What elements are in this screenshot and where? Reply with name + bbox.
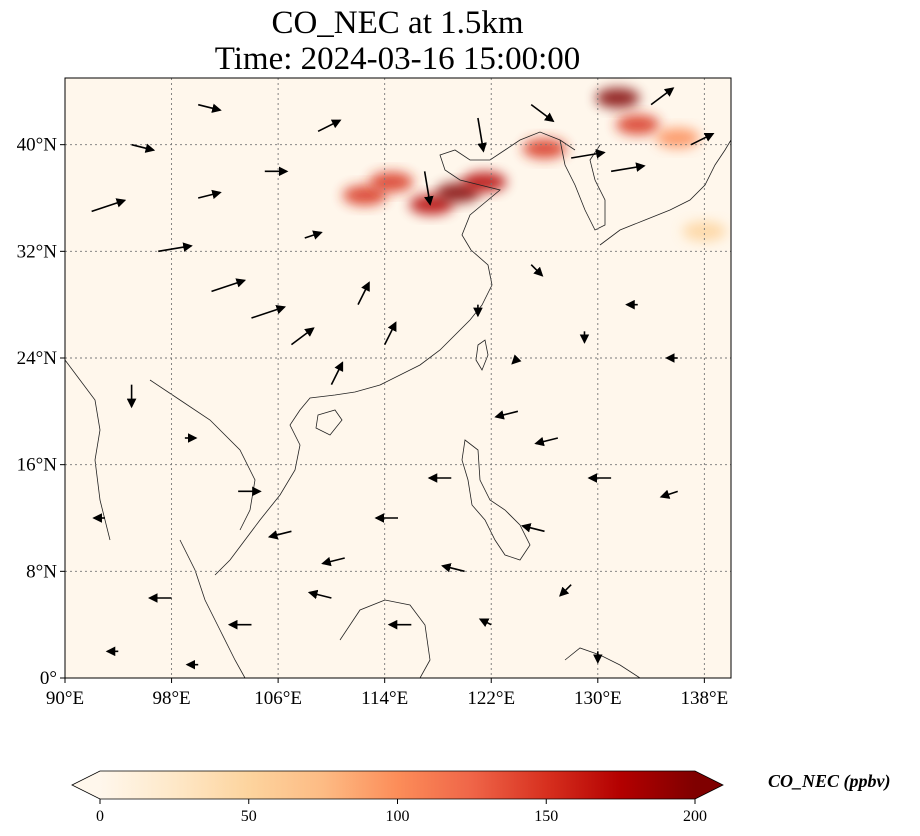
colorbar-extend-low [72,771,100,799]
x-tick-label: 98°E [152,688,190,709]
plume-3 [342,185,387,206]
y-tick-label: 40°N [17,135,58,156]
wind-vector-28 [307,589,332,600]
longitude-ticks: 90°E 98°E 106°E 114°E 122°E 130°E 138°E [46,678,728,709]
colorbar-tick-label: 150 [534,808,558,825]
wind-vector-9 [477,117,487,153]
wind-vectors [91,87,715,670]
wind-vector-4 [290,327,315,346]
wind-vector-13 [650,87,675,106]
wind-vector-8 [423,171,434,206]
coastline-bay-of-bengal [65,359,111,541]
concentration-field [342,88,727,242]
y-tick-label: 24°N [17,348,58,369]
wind-vector-32 [559,584,572,597]
wind-vector-37 [317,119,342,133]
plume-7 [615,114,660,135]
wind-vector-10 [530,104,555,123]
wind-vector-34 [131,143,156,153]
wind-vector-14 [690,132,715,146]
wind-vector-39 [304,230,323,240]
wind-vector-45 [511,354,522,365]
map-frame [64,77,732,679]
plume-5 [522,138,567,159]
plume-4 [369,172,414,192]
wind-vector-2 [211,278,247,293]
wind-vector-41 [530,264,544,277]
colorbar: 0 50 100 150 200 [71,770,724,825]
map-subtitle-time: Time: 2024-03-16 15:00:00 [214,41,581,77]
wind-vector-3 [251,304,286,319]
x-tick-label: 90°E [46,688,84,709]
wind-vector-25 [659,489,678,499]
wind-vector-31 [520,523,545,533]
wind-vector-18 [267,530,292,540]
wind-vector-23 [534,436,559,447]
map-panel [64,77,732,679]
coastline-hainan [315,409,343,436]
wind-vector-6 [357,281,370,306]
colorbar-tick-label: 200 [683,808,707,825]
wind-vector-12 [610,162,646,173]
x-tick-label: 130°E [574,688,622,709]
coastline-malay [179,539,246,678]
colorbar-tick-label: 0 [96,808,104,825]
coastline-indochina-border [149,379,256,531]
x-tick-label: 106°E [254,688,302,709]
plume-2 [462,172,507,192]
y-tick-label: 8°N [26,561,57,582]
colorbar-extend-high [695,771,723,799]
x-tick-label: 114°E [361,688,408,709]
gridlines [65,78,731,678]
plume-8 [655,128,700,148]
colorbar-tick-label: 100 [386,808,410,825]
wind-vector-35 [198,103,222,113]
wind-vector-0 [91,198,127,213]
latitude-ticks: 0° 8°N 16°N 24°N 32°N 40°N [17,135,65,689]
x-tick-label: 138°E [681,688,729,709]
colorbar-tick-label: 50 [241,808,257,825]
coastlines [65,131,731,678]
x-tick-label: 122°E [467,688,515,709]
wind-vector-38 [198,189,222,200]
colorbar-gradient [100,771,695,799]
coastline-japan [599,139,731,246]
coastline-gulf [439,131,576,251]
wind-vector-7 [383,321,397,346]
y-tick-label: 32°N [17,241,58,262]
wind-vector-1 [158,242,193,253]
colorbar-label: CO_NEC (ppbv) [768,771,891,791]
wind-vector-5 [330,361,344,386]
coastline-philippines [461,439,531,561]
map-title: CO_NEC at 1.5km [271,5,524,41]
wind-vector-49 [478,618,492,628]
wind-vector-19 [321,556,345,567]
y-tick-label: 16°N [17,455,58,476]
coastline-korea [559,139,606,231]
plume-9 [682,221,727,242]
y-tick-label: 0° [40,668,57,689]
plume-6 [595,88,640,108]
wind-vector-11 [571,149,606,159]
coastline-borneo [339,599,431,678]
colorbar-ticks: 0 50 100 150 200 [96,799,707,825]
wind-vector-22 [494,410,519,420]
coastline-taiwan [475,339,489,371]
wind-vector-30 [441,563,465,573]
